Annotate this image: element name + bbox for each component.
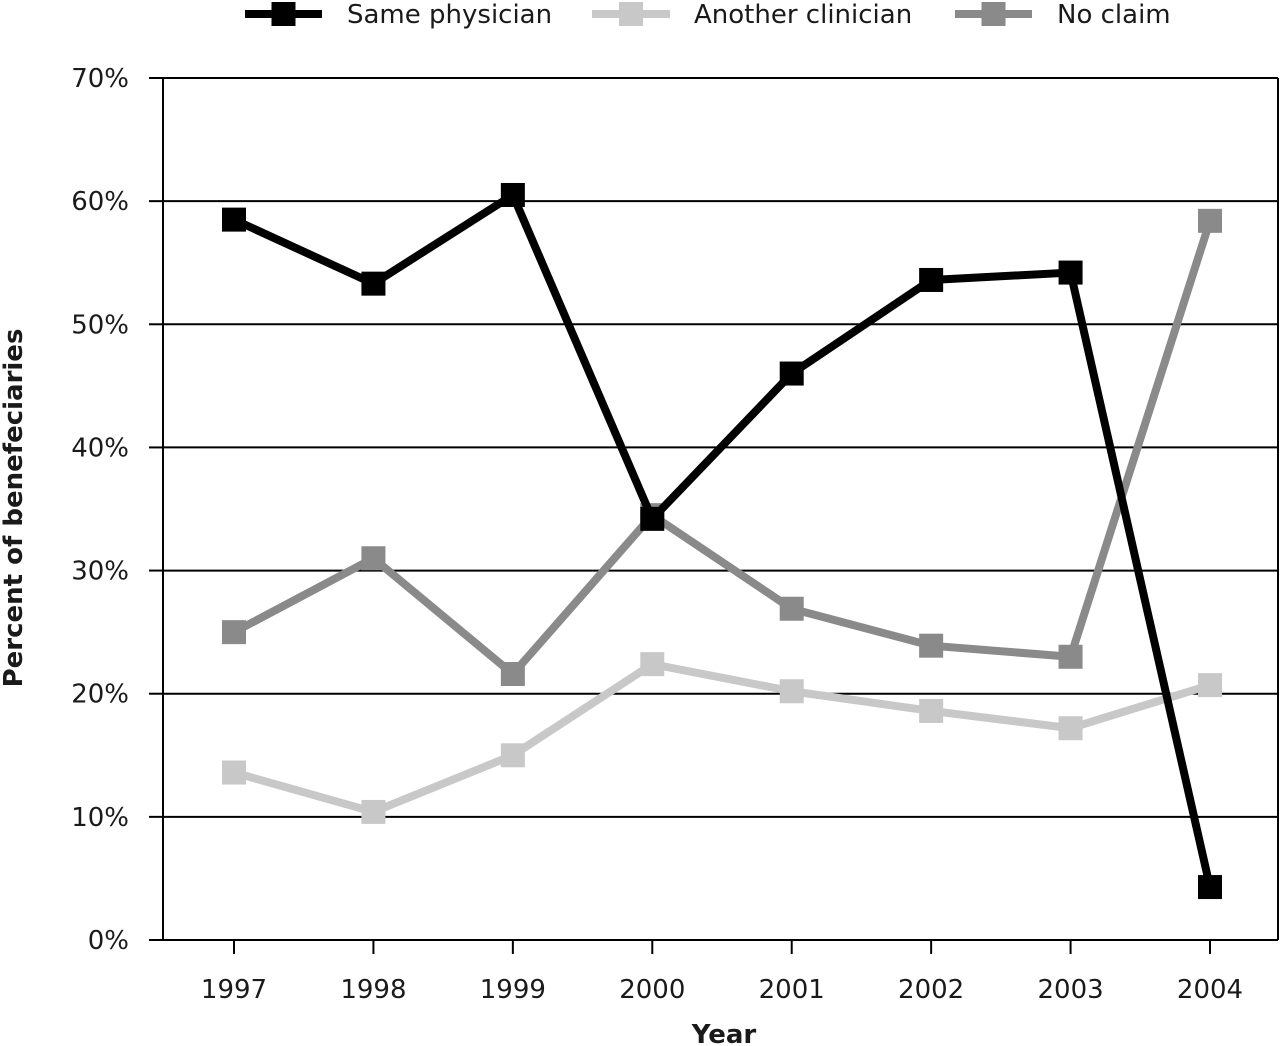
- data-point: [640, 506, 665, 531]
- y-tick-label: 30%: [71, 557, 129, 587]
- legend-label: No claim: [1057, 0, 1171, 30]
- series-line: [232, 190, 1214, 888]
- y-tick-label: 0%: [88, 926, 129, 956]
- data-point: [1058, 260, 1083, 285]
- series-group: [222, 182, 1222, 900]
- data-point: [361, 271, 386, 296]
- x-tick-label: 1998: [340, 975, 406, 1005]
- y-tick-label: 40%: [71, 433, 129, 463]
- data-point: [500, 662, 525, 687]
- y-tick-label: 10%: [71, 803, 129, 833]
- data-point: [361, 546, 386, 571]
- data-point: [361, 799, 386, 824]
- legend-label: Another clinician: [694, 0, 912, 30]
- legend-swatch-marker: [619, 2, 643, 26]
- data-point: [919, 267, 944, 292]
- y-tick-label: 60%: [71, 187, 129, 217]
- data-point: [500, 182, 525, 207]
- data-point: [779, 361, 804, 386]
- x-tick-label: 2000: [619, 975, 685, 1005]
- data-point: [1198, 208, 1222, 233]
- data-point: [1058, 644, 1083, 669]
- legend-swatch-marker: [981, 2, 1006, 26]
- data-point: [1198, 673, 1222, 698]
- y-tick-label: 50%: [71, 310, 129, 340]
- x-axis-title: Year: [691, 1020, 757, 1046]
- axes: [149, 77, 1279, 954]
- data-point: [500, 743, 525, 768]
- legend: Same physician Another clinician No claim: [245, 0, 1171, 30]
- data-point: [919, 698, 944, 723]
- y-tick-label: 70%: [71, 64, 129, 94]
- series-another-clinician: [222, 652, 1222, 824]
- x-tick-label: 2004: [1177, 975, 1243, 1005]
- data-point: [222, 620, 246, 645]
- data-point: [222, 207, 246, 232]
- series-same-physician: [222, 182, 1222, 900]
- series-no-claim: [222, 208, 1222, 687]
- y-tick-label: 20%: [71, 680, 129, 710]
- legend-item-same-physician: Same physician: [245, 0, 552, 30]
- data-point: [640, 652, 665, 677]
- x-tick-label: 2002: [898, 975, 964, 1005]
- x-tick-labels: 1997 1998 1999 2000 2001 2002 2003 2004: [201, 975, 1243, 1005]
- legend-item-no-claim: No claim: [955, 0, 1171, 30]
- legend-label: Same physician: [347, 0, 552, 30]
- data-point: [779, 679, 804, 704]
- legend-item-another-clinician: Another clinician: [592, 0, 912, 30]
- legend-swatch-marker: [271, 2, 296, 26]
- data-point: [1198, 875, 1222, 900]
- series-line: [232, 219, 1214, 679]
- x-tick-label: 1999: [480, 975, 546, 1005]
- x-tick-label: 1997: [201, 975, 267, 1005]
- data-point: [222, 760, 246, 785]
- x-tick-label: 2001: [759, 975, 825, 1005]
- data-point: [779, 596, 804, 621]
- data-point: [919, 633, 944, 658]
- x-tick-label: 2003: [1037, 975, 1103, 1005]
- y-tick-labels: 0% 10% 20% 30% 40% 50% 60% 70%: [71, 64, 129, 956]
- data-point: [1058, 716, 1083, 741]
- series-line: [232, 660, 1212, 816]
- y-axis-title: Percent of benefeciaries: [0, 329, 29, 688]
